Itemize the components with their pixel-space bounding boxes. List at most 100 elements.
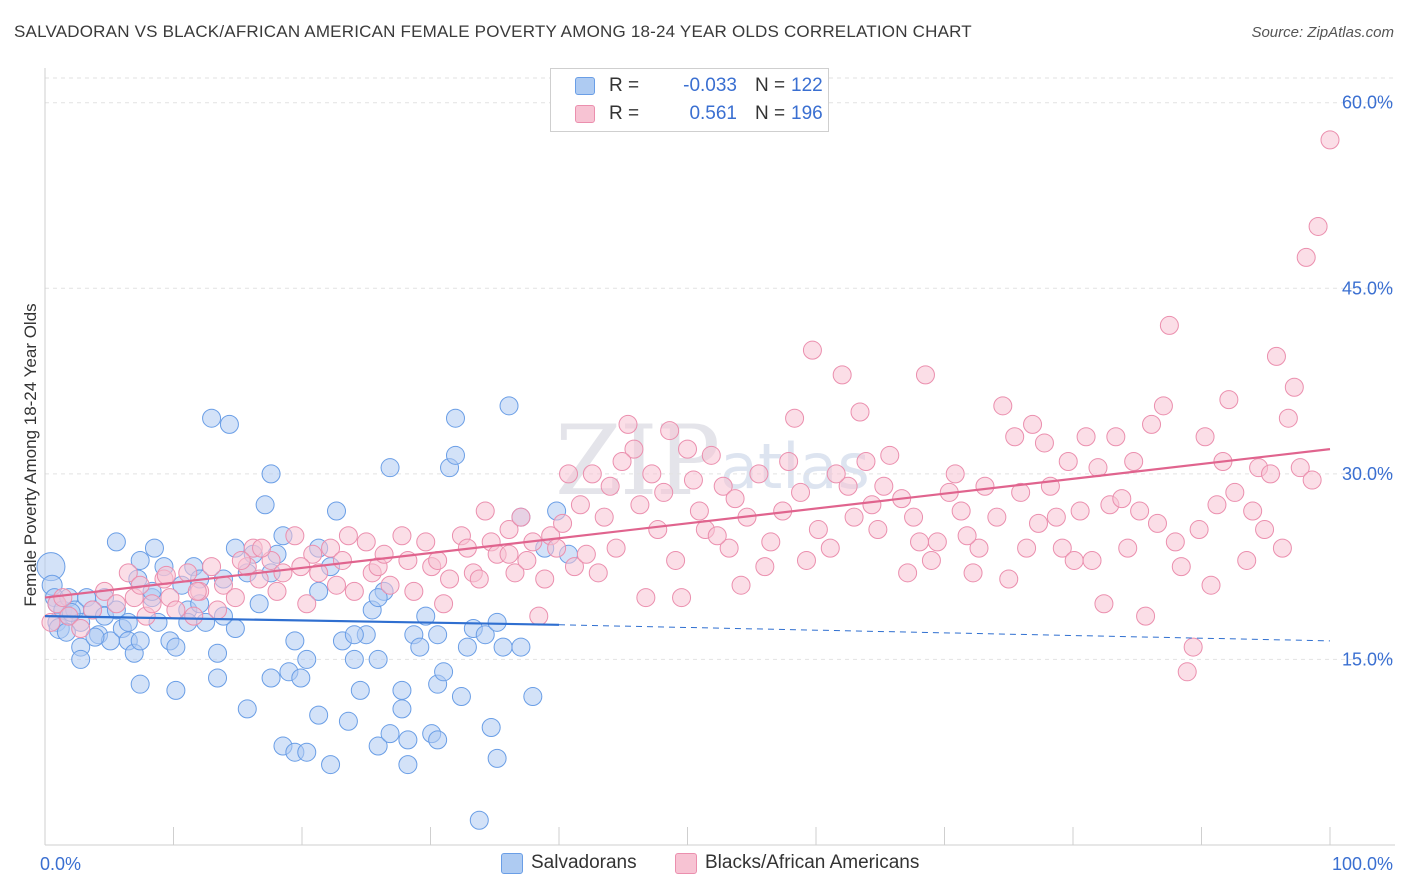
chart-source: Source: ZipAtlas.com	[1251, 24, 1394, 41]
black-point	[969, 538, 989, 558]
black-point	[1136, 606, 1156, 626]
black-point	[118, 563, 138, 583]
black-point	[1124, 452, 1144, 471]
black-point	[1153, 396, 1173, 416]
black-point	[1302, 470, 1322, 490]
chart-title: SALVADORAN VS BLACK/AFRICAN AMERICAN FEM…	[14, 22, 972, 41]
y-tick-label: 15.0%	[1342, 649, 1393, 669]
black-point	[660, 421, 680, 441]
salvadoran-point	[85, 627, 105, 647]
black-point	[332, 550, 352, 570]
black-point	[719, 538, 739, 558]
black-point	[999, 569, 1019, 589]
legend-swatch-salvadorans	[575, 77, 595, 95]
black-point	[1142, 414, 1162, 434]
salvadoran-point	[237, 699, 257, 719]
black-point	[1189, 520, 1209, 540]
black-point	[1046, 507, 1066, 527]
salvadoran-point	[380, 458, 400, 478]
salvadoran-point	[297, 649, 317, 669]
black-point	[844, 507, 864, 527]
salvadoran-point	[249, 594, 269, 614]
black-point	[1243, 501, 1263, 521]
black-point	[41, 612, 61, 632]
y-tick-label: 30.0%	[1342, 464, 1393, 484]
legend-n-value: 122	[791, 75, 823, 96]
black-point	[321, 538, 341, 558]
black-point	[725, 489, 745, 509]
black-point	[344, 581, 364, 601]
black-point	[338, 526, 358, 546]
black-point	[71, 619, 91, 639]
legend-n-label: N =	[755, 75, 786, 96]
black-point	[434, 594, 454, 614]
black-point	[267, 581, 287, 601]
salvadoran-point	[291, 668, 311, 688]
black-point	[636, 588, 656, 608]
black-point	[874, 476, 894, 496]
salvadoran-point	[344, 649, 364, 669]
black-point	[701, 445, 721, 465]
black-point	[856, 452, 876, 471]
y-tick-label: 60.0%	[1342, 93, 1393, 113]
black-point	[1272, 538, 1292, 558]
black-point	[499, 544, 519, 564]
black-point	[1023, 414, 1043, 434]
black-point	[915, 365, 935, 385]
black-point	[779, 452, 799, 471]
salvadoran-point	[445, 445, 465, 465]
salvadoran-point	[416, 606, 436, 626]
black-point	[802, 340, 822, 360]
black-point	[374, 544, 394, 564]
black-point	[957, 526, 977, 546]
black-point	[553, 513, 573, 533]
salvadoran-point	[392, 699, 412, 719]
black-point	[951, 501, 971, 521]
salvadoran-point	[297, 742, 317, 762]
salvadoran-point	[309, 581, 329, 601]
black-point	[1005, 427, 1025, 447]
black-point	[666, 550, 686, 570]
black-point	[731, 575, 751, 595]
black-trendline	[44, 448, 1331, 599]
black-point	[945, 464, 965, 484]
black-point	[594, 507, 614, 527]
salvadoran-point	[398, 730, 418, 750]
black-point	[624, 439, 644, 459]
legend-r-label: R =	[609, 103, 640, 124]
black-point	[963, 563, 983, 583]
trend-layer	[44, 448, 1331, 642]
black-point	[309, 563, 329, 583]
black-point	[820, 538, 840, 558]
black-point	[654, 482, 674, 502]
salvadoran-point	[208, 643, 228, 663]
black-point	[761, 532, 781, 552]
black-point	[499, 520, 519, 540]
salvadoran-point	[499, 396, 519, 416]
salvadoran-point	[445, 408, 465, 428]
bottom-legend-label: Blacks/African Americans	[705, 852, 920, 873]
salvadoran-point	[261, 668, 281, 688]
salvadoran-point	[321, 755, 341, 775]
black-point	[356, 532, 376, 552]
black-point	[862, 495, 882, 515]
salvadoran-trendline-extension	[558, 624, 1331, 642]
salvadoran-point	[493, 637, 513, 657]
black-point	[987, 507, 1007, 527]
black-point	[755, 557, 775, 577]
points-layer	[36, 130, 1340, 830]
black-point	[791, 482, 811, 502]
black-point	[303, 544, 323, 564]
black-point	[927, 532, 947, 552]
black-point	[588, 563, 608, 583]
salvadoran-point	[350, 680, 370, 700]
black-point	[1076, 427, 1096, 447]
black-point	[416, 532, 436, 552]
salvadoran-point	[118, 612, 138, 632]
salvadoran-point	[368, 649, 388, 669]
black-point	[1159, 315, 1179, 335]
black-point	[1266, 346, 1286, 366]
black-point	[1177, 662, 1197, 682]
salvadoran-point	[309, 705, 329, 725]
